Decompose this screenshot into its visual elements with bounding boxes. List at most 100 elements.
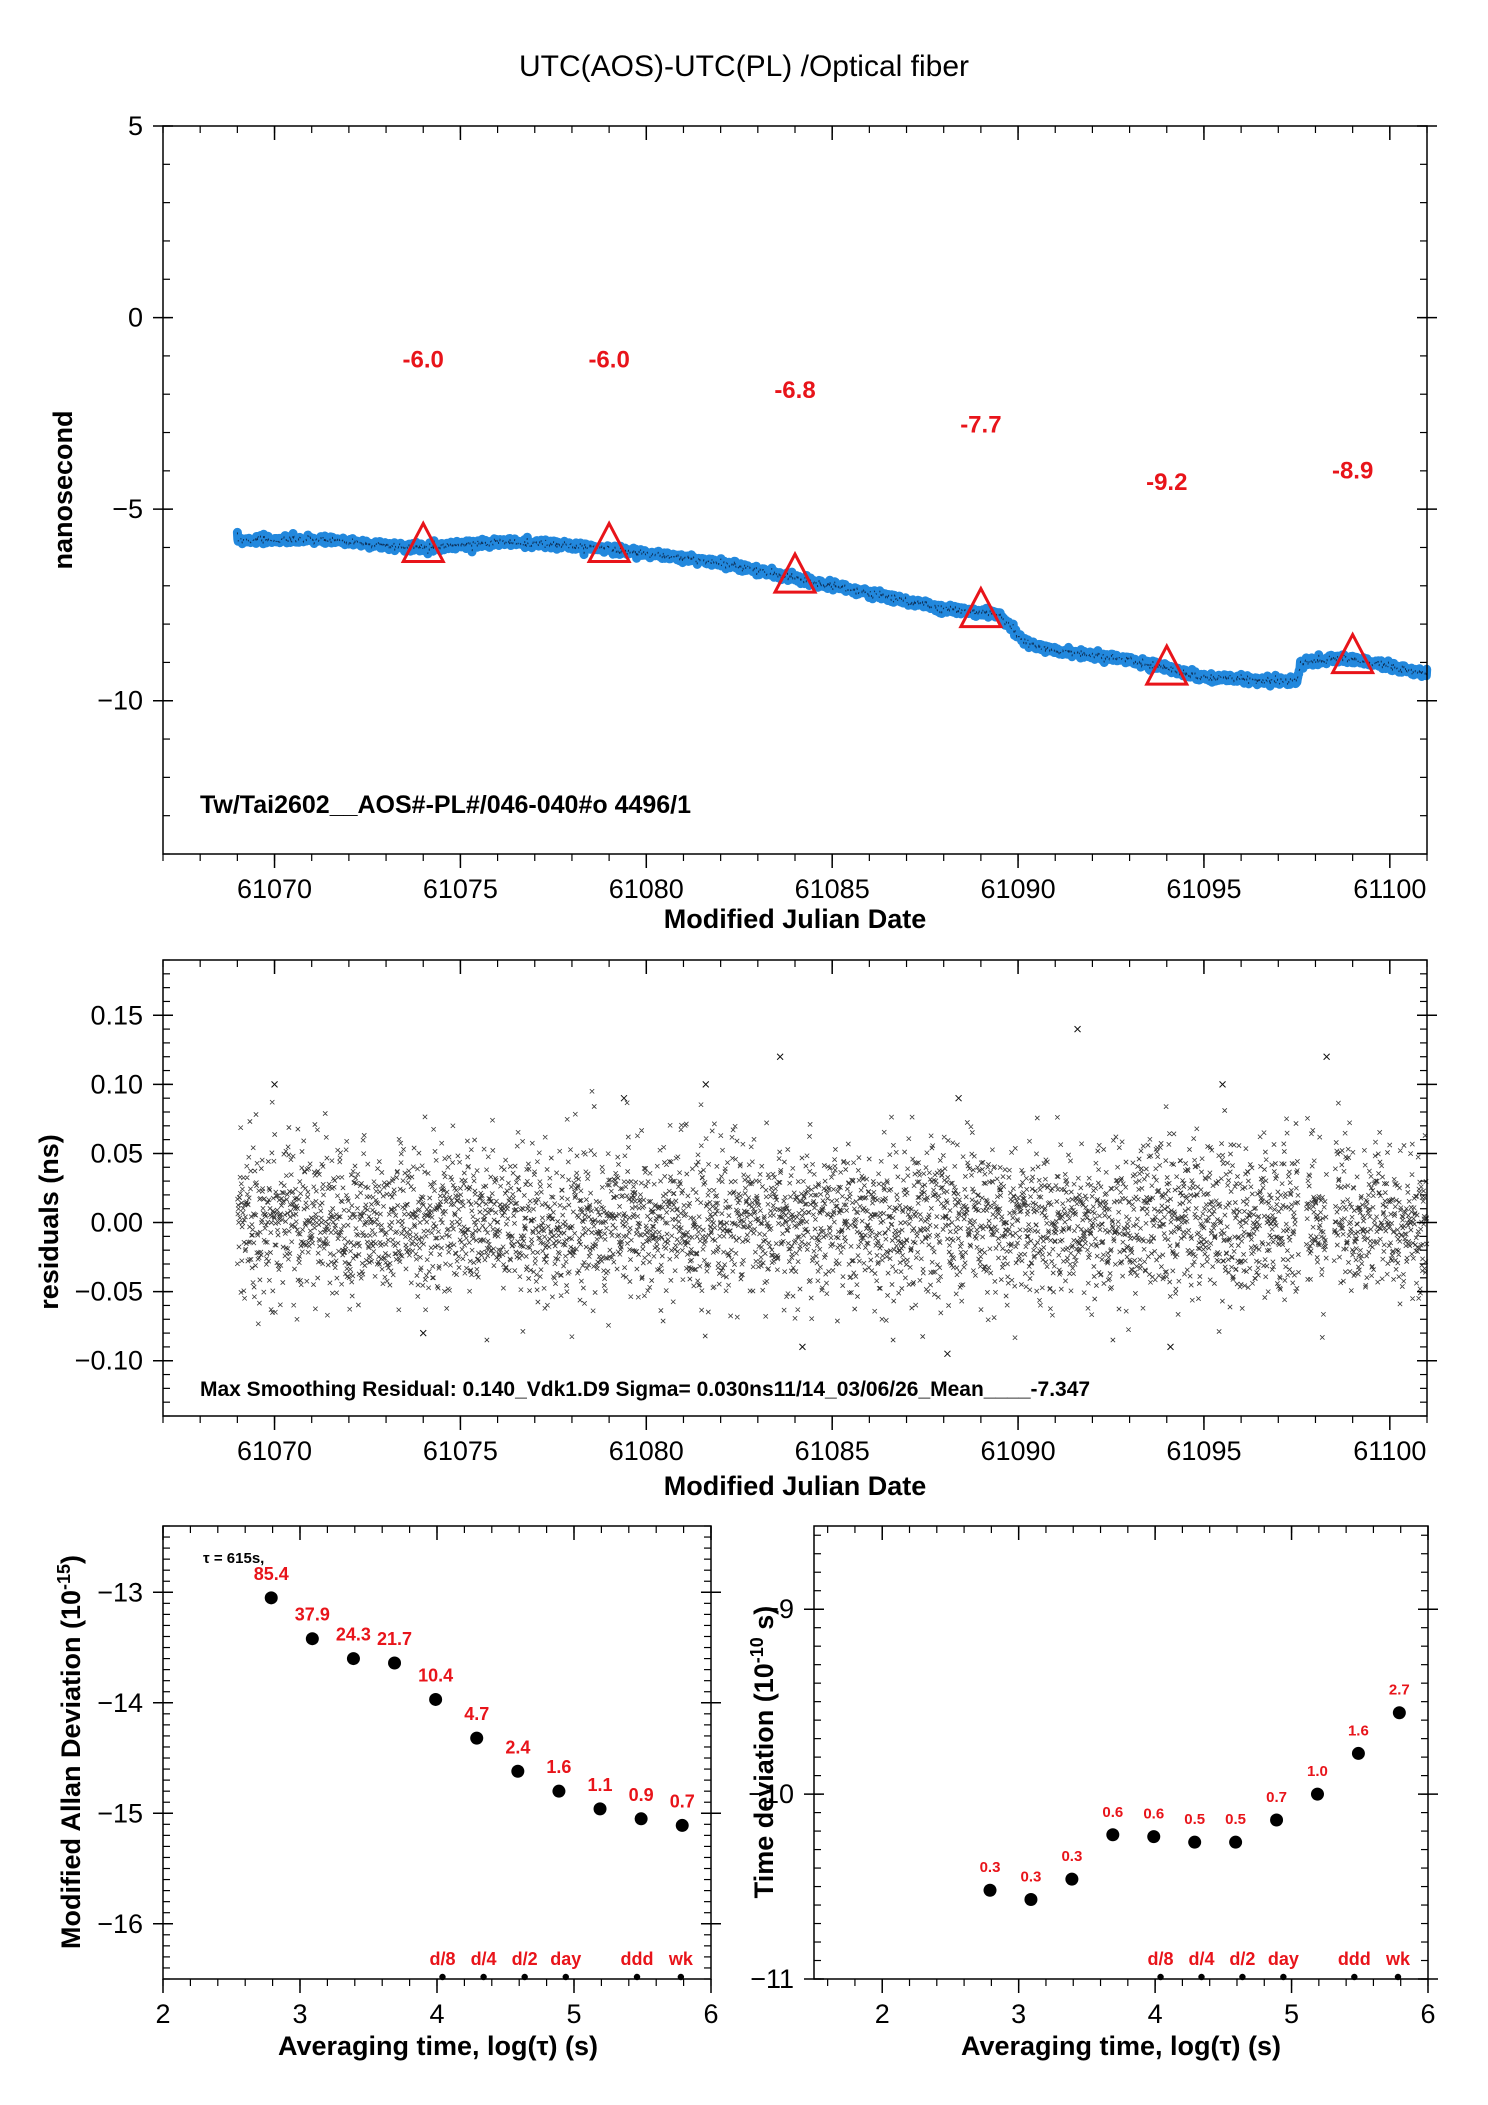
x-axis-label: Averaging time, log(τ) (s) xyxy=(961,2031,1281,2061)
period-mark xyxy=(1157,1973,1164,1981)
x-axis-label: Averaging time, log(τ) (s) xyxy=(278,2031,598,2061)
x-tick-label: 6 xyxy=(1420,1999,1435,2029)
deviation-point xyxy=(1229,1835,1243,1849)
axis-ticks: 61070 61075 61080 61085 61090 61095 61100 5 0 −5 −… xyxy=(97,111,1437,904)
triangle-marker xyxy=(772,550,818,594)
x-tick-label: 61080 xyxy=(609,874,684,904)
deviation-value-label: 0.6 xyxy=(1143,1806,1164,1823)
deviation-point xyxy=(1024,1892,1038,1906)
x-tick-label: 5 xyxy=(1284,1999,1299,2029)
y-tick-label: 5 xyxy=(128,111,143,141)
deviation-point xyxy=(1310,1787,1324,1801)
deviation-value-label: 0.9 xyxy=(629,1785,654,1805)
deviation-point xyxy=(1147,1830,1161,1844)
panel-time-series: -6.0 -6.0 -6.8 -7.7 -9.2 -8.9 61070 61075 61080… xyxy=(48,111,1437,934)
deviation-value-label: 85.4 xyxy=(254,1564,289,1584)
deviation-value-label: 10.4 xyxy=(418,1665,453,1685)
deviation-value-label: 1.1 xyxy=(588,1775,613,1795)
deviation-point xyxy=(634,1812,648,1826)
period-mark-label: wk xyxy=(1385,1949,1411,1969)
residuals-annotation: Max Smoothing Residual: 0.140_Vdk1.D9 Si… xyxy=(200,1378,1090,1401)
x-tick-label: 2 xyxy=(875,1999,890,2029)
deviation-point xyxy=(305,1632,319,1646)
y-label-exponent: -10 xyxy=(747,1637,767,1663)
period-mark xyxy=(1280,1973,1287,1981)
y-tick-label: −15 xyxy=(97,1798,143,1828)
marker-value-label: -9.2 xyxy=(1146,469,1187,496)
panel-modified-allan-deviation: 2 3 4 5 6 −13 −14 −15 −16 85.4 37.9 24.3 21.7 10.4 4.… xyxy=(54,1525,721,2061)
residual-outlier xyxy=(1219,1081,1226,1088)
period-mark-label: ddd xyxy=(621,1949,654,1969)
deviation-point xyxy=(675,1818,689,1832)
x-axis-label: Modified Julian Date xyxy=(664,1471,927,1501)
x-tick-label: 2 xyxy=(155,1999,170,2029)
panel-time-deviation: 2 3 4 5 6 −9 −10 −11 0.3 0.3 0.3 0.6 0.6 0.5 0.5 0.7 1.… xyxy=(747,1525,1438,2061)
x-tick-label: 61085 xyxy=(795,874,870,904)
axis-ticks: 61070 61075 61080 61085 61090 61095 61100 0.15 0… xyxy=(75,959,1437,1466)
y-label-exponent: -15 xyxy=(54,1564,74,1590)
deviation-point xyxy=(346,1652,360,1666)
deviation-value-label: 24.3 xyxy=(336,1625,371,1645)
x-tick-label: 61100 xyxy=(1353,874,1426,904)
residual-outlier xyxy=(620,1094,628,1102)
deviation-value-label: 0.5 xyxy=(1225,1811,1246,1828)
residual-outlier xyxy=(419,1329,427,1337)
period-mark xyxy=(439,1973,446,1981)
x-tick-label: 61075 xyxy=(423,874,498,904)
x-tick-label: 61070 xyxy=(237,874,312,904)
residual-outlier xyxy=(702,1081,710,1088)
triangle-marker xyxy=(586,520,632,563)
deviation-value-label: 1.6 xyxy=(1348,1722,1369,1739)
deviation-point xyxy=(983,1883,997,1897)
residual-outlier xyxy=(944,1350,951,1358)
axis-ticks: 2 3 4 5 6 −13 −14 −15 −16 xyxy=(97,1525,721,2029)
deviation-value-label: 37.9 xyxy=(295,1605,330,1625)
y-tick-label: −0.05 xyxy=(75,1277,143,1307)
marker-value-label: -7.7 xyxy=(960,412,1001,439)
deviation-point xyxy=(1106,1828,1120,1842)
y-tick-label: 0.05 xyxy=(90,1138,143,1168)
triangle-marker xyxy=(1330,631,1376,675)
x-tick-label: 3 xyxy=(1011,1999,1026,2029)
deviation-point xyxy=(429,1692,443,1706)
time-series-data: -6.0 -6.0 -6.8 -7.7 -9.2 -8.9 xyxy=(232,346,1432,691)
x-tick-label: 61090 xyxy=(981,1436,1056,1466)
period-mark xyxy=(1239,1973,1246,1981)
period-mark-label: d/8 xyxy=(429,1949,455,1969)
period-mark-label: day xyxy=(550,1949,581,1969)
marker-value-label: -8.9 xyxy=(1332,458,1373,485)
y-tick-label: −16 xyxy=(97,1909,143,1939)
period-mark-label: d/8 xyxy=(1148,1949,1174,1969)
plot-frame xyxy=(162,125,1428,855)
y-axis-label: residuals (ns) xyxy=(34,1134,64,1310)
deviation-point xyxy=(1188,1835,1202,1849)
period-mark xyxy=(633,1973,641,1981)
y-tick-label: −10 xyxy=(748,1779,794,1809)
x-tick-label: 3 xyxy=(292,1999,307,2029)
deviation-value-label: 0.6 xyxy=(1102,1804,1123,1821)
x-tick-label: 61070 xyxy=(237,1436,312,1466)
x-tick-label: 5 xyxy=(566,1999,581,2029)
x-tick-label: 6 xyxy=(703,1999,718,2029)
y-tick-label: −13 xyxy=(97,1577,143,1607)
triangle-marker xyxy=(400,520,446,563)
y-tick-label: −14 xyxy=(97,1688,143,1718)
period-mark-label: day xyxy=(1268,1949,1299,1969)
deviation-value-label: 4.7 xyxy=(464,1704,489,1724)
x-tick-label: 61090 xyxy=(981,874,1056,904)
deviation-value-label: 1.6 xyxy=(546,1757,571,1777)
y-tick-label: −10 xyxy=(97,686,143,716)
plot-frame xyxy=(813,1525,1429,1980)
marker-value-label: -6.8 xyxy=(774,377,815,404)
deviation-value-label: 1.0 xyxy=(1307,1763,1328,1780)
tdev-data: 0.3 0.3 0.3 0.6 0.6 0.5 0.5 0.7 1.0 1.6 2.7 d/8 d/4 d… xyxy=(980,1682,1411,1981)
y-axis-label: nanosecond xyxy=(48,410,78,569)
period-mark-label: d/4 xyxy=(1188,1949,1214,1969)
residual-outlier xyxy=(271,1081,278,1088)
tau-note: τ = 615s, xyxy=(203,1550,264,1567)
x-tick-label: 4 xyxy=(429,1999,444,2029)
residual-outlier xyxy=(955,1094,962,1102)
deviation-value-label: 0.7 xyxy=(670,1791,695,1811)
y-tick-label: 0 xyxy=(128,303,143,333)
period-mark xyxy=(677,1973,685,1981)
